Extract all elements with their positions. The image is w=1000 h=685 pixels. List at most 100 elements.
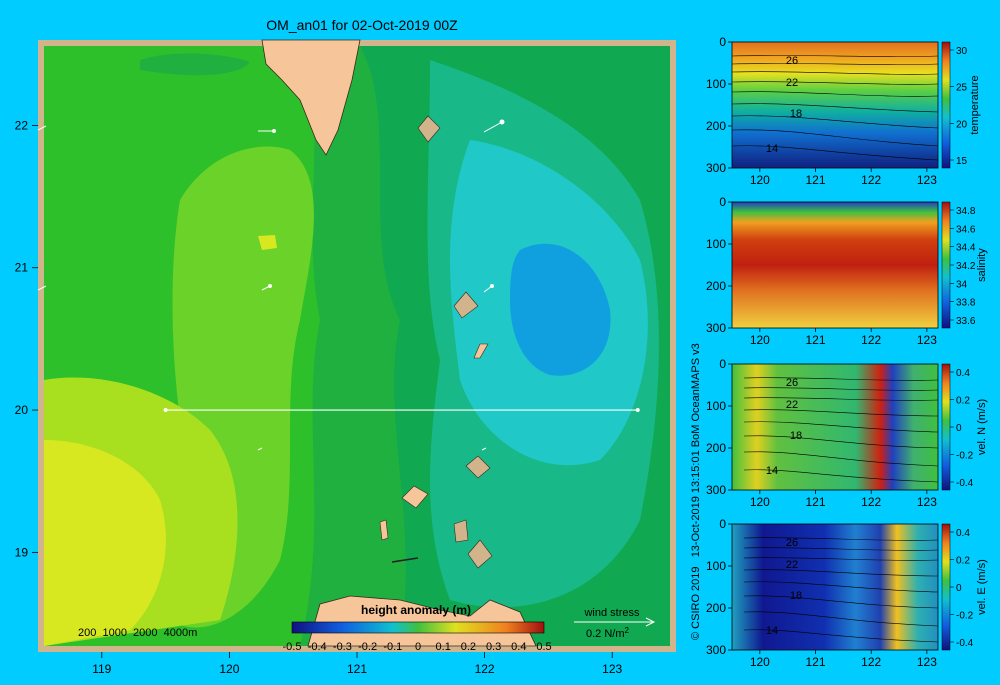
- island-small-3: [453, 519, 469, 543]
- height-colorbar-label: height anomaly (m): [361, 603, 471, 617]
- vel-n-colorbar-label: vel. N (m/s): [976, 399, 988, 455]
- wind-stress-title: wind stress: [583, 607, 640, 619]
- salinity-colorbar-tick: 34.6: [956, 224, 976, 235]
- vel-e-lon-tick: 122: [861, 655, 881, 669]
- vel-n-contour-label: 22: [786, 399, 798, 411]
- salinity-depth-tick: 200: [706, 279, 726, 293]
- vel-n-lon-tick: 121: [805, 495, 825, 509]
- taiwan-land: [261, 39, 361, 156]
- height-colorbar-tick: -0.1: [383, 641, 402, 653]
- vel-e-colorbar-label: vel. E (m/s): [976, 559, 988, 615]
- vel-e-depth-tick: 200: [706, 601, 726, 615]
- height-anomaly-colorbar: height anomaly (m) -0.5 -0.4 -0.3 -0.2 -0.1 0…: [283, 603, 552, 653]
- map-x-axis: 119 120 121 122 123: [92, 652, 623, 676]
- height-colorbar-tick: -0.4: [308, 641, 327, 653]
- temperature-lon-tick: 123: [917, 173, 937, 187]
- depth-legend: 200 1000 2000 4000m: [78, 627, 197, 639]
- map-y-tick-label: 22: [15, 118, 29, 132]
- vel-e-contour-label: 22: [786, 559, 798, 571]
- vel-n-colorbar-tick: -0.2: [956, 451, 974, 462]
- vel-n-section-panel[interactable]: 26 22 18 14 vel. N (m/s) 0 100 200 300 120 121 12…: [706, 357, 988, 509]
- temperature-depth-tick: 0: [719, 35, 726, 49]
- vel-e-colorbar-tick: -0.4: [956, 638, 974, 649]
- map-x-tick-label: 120: [219, 662, 239, 676]
- vel-e-contour-label: 14: [766, 625, 778, 637]
- vel-n-contour-label: 26: [786, 377, 798, 389]
- temperature-lon-tick: 120: [750, 173, 770, 187]
- temperature-contour-label: 18: [790, 108, 802, 120]
- map-y-axis: 22 21 20 19: [15, 118, 38, 559]
- salinity-section-panel[interactable]: salinity 0 100 200 300 120 121 122 123 34.8 34.6 3…: [706, 195, 988, 347]
- temperature-contours: [731, 55, 939, 161]
- island-north: [417, 115, 441, 143]
- map-y-tick-label: 19: [15, 545, 29, 559]
- temperature-depth-tick: 100: [706, 77, 726, 91]
- map-y-tick-label: 20: [15, 403, 29, 417]
- height-colorbar-tick: 0.2: [461, 641, 476, 653]
- height-colorbar-tick: 0.4: [511, 641, 526, 653]
- temperature-colorbar-tick: 15: [956, 156, 968, 167]
- vel-e-depth-tick: 300: [706, 643, 726, 657]
- vel-e-depth-tick: 0: [719, 517, 726, 531]
- height-colorbar-tick: 0: [415, 641, 421, 653]
- vel-n-contour-label: 18: [790, 430, 802, 442]
- vel-n-depth-tick: 100: [706, 399, 726, 413]
- temperature-section-panel[interactable]: 26 22 18 14 temperature 0 100 200 300 120 121 122…: [706, 35, 981, 187]
- temperature-colorbar-tick: 20: [956, 119, 968, 130]
- section-line: [163, 408, 640, 413]
- vel-e-contour-label: 26: [786, 537, 798, 549]
- salinity-field: [732, 202, 938, 328]
- island-babuyan: [465, 455, 491, 479]
- vel-n-colorbar-tick: 0.4: [956, 368, 970, 379]
- salinity-colorbar-tick: 33.6: [956, 316, 976, 327]
- vel-e-lon-tick: 123: [917, 655, 937, 669]
- vel-n-lon-tick: 122: [861, 495, 881, 509]
- vel-e-colorbar-tick: 0.2: [956, 556, 970, 567]
- vel-e-contour-label: 18: [790, 590, 802, 602]
- vel-n-lon-tick: 120: [750, 495, 770, 509]
- map-y-tick-label: 21: [15, 261, 29, 275]
- temperature-depth-tick: 200: [706, 119, 726, 133]
- vel-n-depth-tick: 0: [719, 357, 726, 371]
- salinity-colorbar-tick: 34.2: [956, 261, 976, 272]
- salinity-colorbar-tick: 34.4: [956, 243, 976, 254]
- vel-e-field: [732, 524, 938, 650]
- vel-n-colorbar-tick: -0.4: [956, 478, 974, 489]
- height-colorbar-tick: -0.5: [283, 641, 302, 653]
- wind-stress-legend: wind stress 0.2 N/m2: [574, 607, 656, 640]
- temperature-contour-label: 22: [786, 77, 798, 89]
- height-colorbar-tick: 0.5: [536, 641, 551, 653]
- salinity-colorbar-label: salinity: [976, 248, 988, 282]
- land-masses: [261, 39, 537, 647]
- map-x-tick-label: 122: [475, 662, 495, 676]
- vel-e-colorbar-tick: 0.4: [956, 528, 970, 539]
- temperature-contour-label: 26: [786, 55, 798, 67]
- salinity-colorbar-tick: 34: [956, 279, 968, 290]
- salinity-colorbar-tick: 33.8: [956, 298, 976, 309]
- vel-e-lon-tick: 120: [750, 655, 770, 669]
- vel-e-lon-tick: 121: [805, 655, 825, 669]
- vel-n-contour-label: 14: [766, 465, 778, 477]
- credit-text: © CSIRO 2019 13-Oct-2019 13:15:01 BoM Oc…: [690, 343, 702, 640]
- vel-e-depth-tick: 100: [706, 559, 726, 573]
- wind-stress-arrows: [37, 119, 505, 451]
- temperature-colorbar-tick: 25: [956, 83, 968, 94]
- height-colorbar-tick: 0.1: [436, 641, 451, 653]
- vel-e-contours: [743, 537, 939, 643]
- salinity-lon-tick: 122: [861, 333, 881, 347]
- temperature-contour-label: 14: [766, 143, 778, 155]
- wind-stress-scale: 0.2 N/m2: [586, 626, 630, 640]
- temperature-lon-tick: 121: [805, 173, 825, 187]
- map-panel[interactable]: 200 1000 2000 4000m height anomaly (m) -…: [15, 39, 676, 676]
- island-calayan: [401, 485, 429, 509]
- salinity-lon-tick: 120: [750, 333, 770, 347]
- map-x-tick-label: 121: [347, 662, 367, 676]
- salinity-depth-tick: 0: [719, 195, 726, 209]
- vel-e-section-panel[interactable]: 26 22 18 14 vel. E (m/s) 0 100 200 300 120 121 12…: [706, 517, 988, 669]
- vel-n-contours: [743, 377, 939, 483]
- figure-title: OM_an01 for 02-Oct-2019 00Z: [266, 17, 458, 33]
- salinity-depth-tick: 100: [706, 237, 726, 251]
- vel-n-field: [732, 364, 938, 490]
- vel-n-depth-tick: 200: [706, 441, 726, 455]
